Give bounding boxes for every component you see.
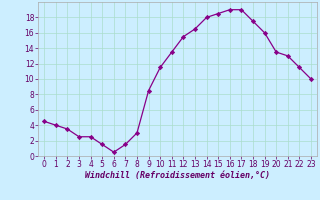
X-axis label: Windchill (Refroidissement éolien,°C): Windchill (Refroidissement éolien,°C)	[85, 171, 270, 180]
